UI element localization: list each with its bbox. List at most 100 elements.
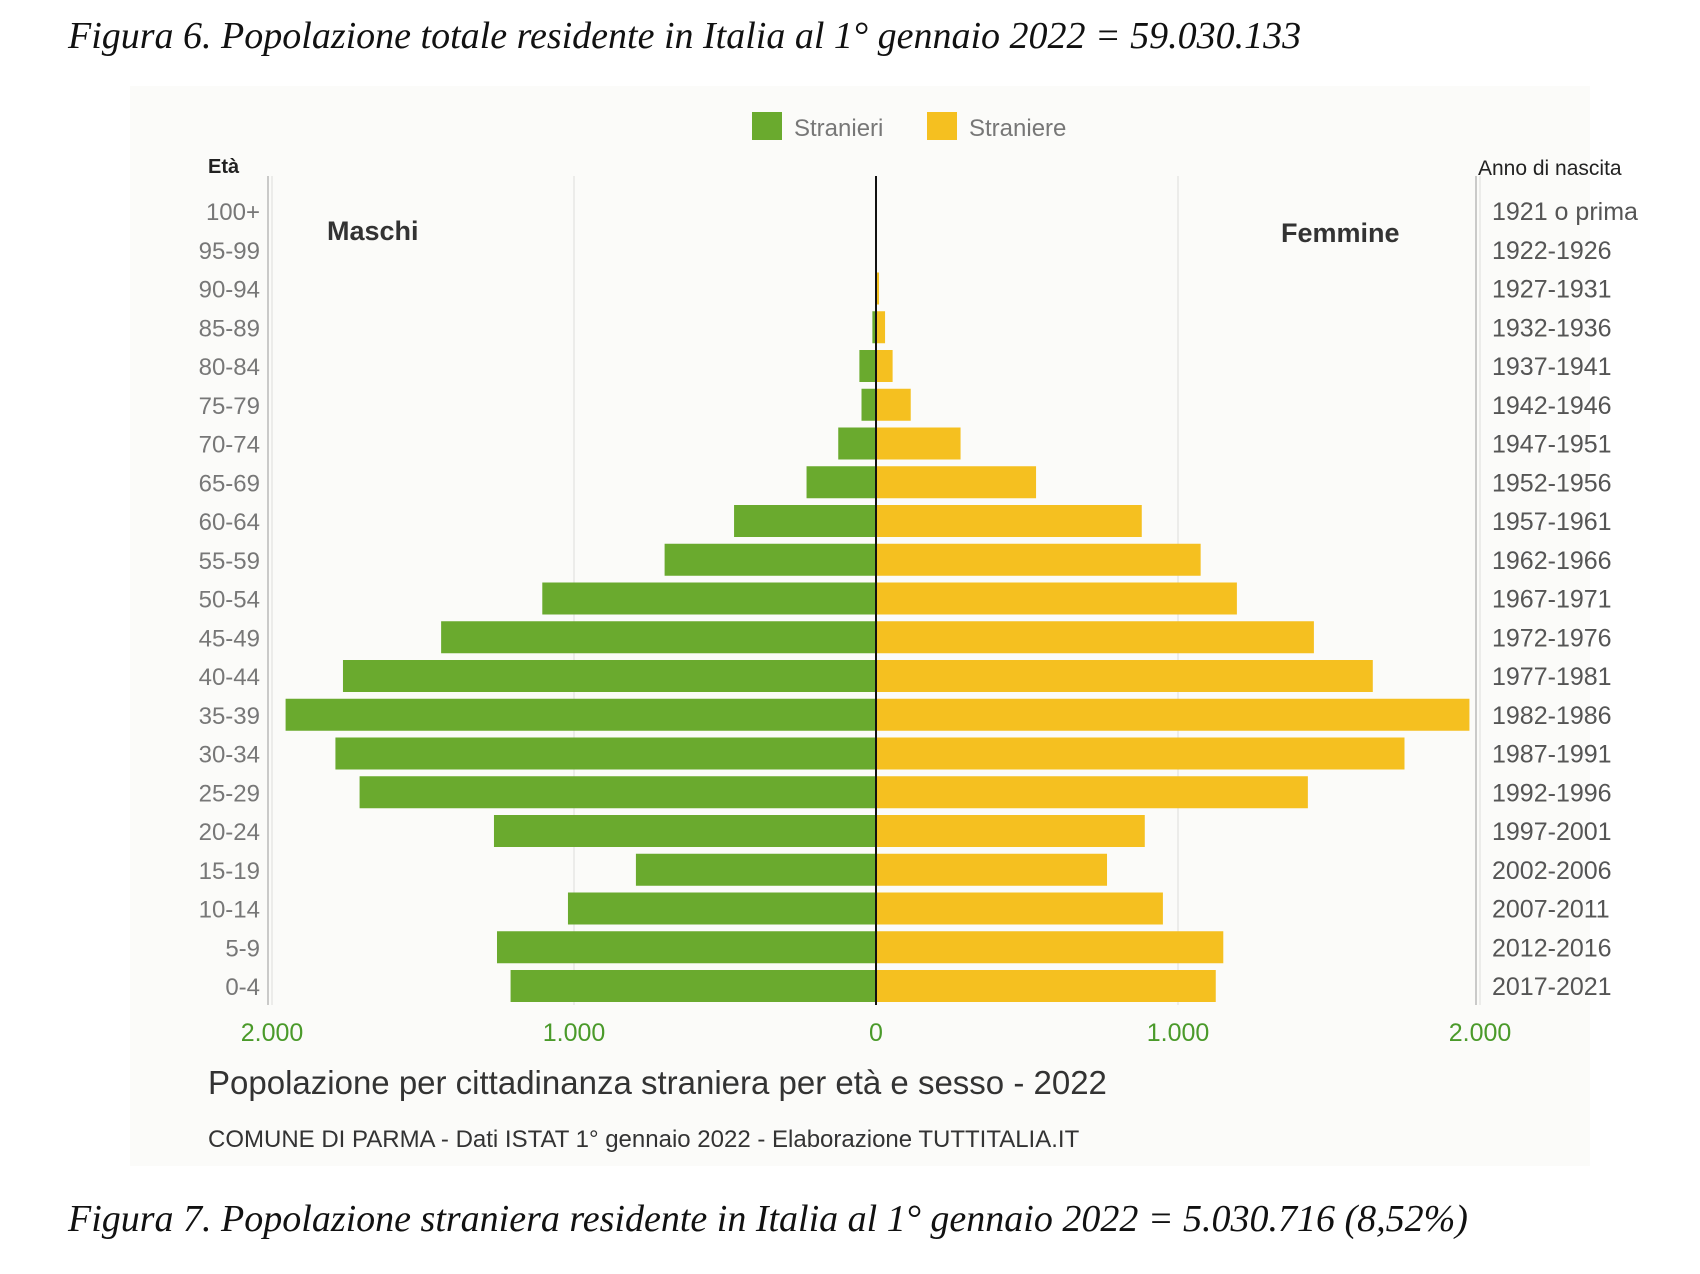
- chart-source: COMUNE DI PARMA - Dati ISTAT 1° gennaio …: [208, 1126, 1080, 1153]
- birth-year-label: 2007-2011: [1492, 896, 1610, 924]
- bar-femmine-35-39: [876, 698, 1470, 731]
- maschi-label: Maschi: [327, 216, 419, 246]
- right-axis-title: Anno di nascita: [1478, 157, 1622, 180]
- bar-maschi-75-79: [861, 388, 876, 421]
- birth-year-label: 1972-1976: [1492, 624, 1612, 652]
- bar-femmine-50-54: [876, 582, 1237, 615]
- bar-femmine-55-59: [876, 543, 1201, 576]
- bar-maschi-5-9: [496, 931, 876, 964]
- bar-femmine-90-94: [876, 272, 880, 305]
- birth-year-label: 1977-1981: [1492, 663, 1612, 691]
- bar-femmine-30-34: [876, 737, 1405, 770]
- bar-femmine-80-84: [876, 350, 893, 382]
- age-label: 50-54: [199, 587, 260, 614]
- birth-year-label: 1992-1996: [1492, 779, 1612, 807]
- bar-femmine-65-69: [876, 466, 1037, 499]
- birth-year-tick-labels: 2017-2021 2012-2016 2007-2011 2002-2006 1997…: [1492, 198, 1638, 1001]
- birth-year-label: 2017-2021: [1492, 973, 1612, 1001]
- birth-year-label: 1922-1926: [1492, 237, 1612, 265]
- age-label: 90-94: [199, 277, 260, 304]
- age-tick-labels: 0-4 5-9 10-14 15-19 20-24 25-29 30-34 35-39 40-4…: [199, 199, 260, 1001]
- age-label: 65-69: [199, 470, 260, 497]
- bar-femmine-60-64: [876, 505, 1142, 537]
- bar-maschi-70-74: [838, 427, 876, 460]
- bar-maschi-30-34: [335, 737, 876, 770]
- bar-femmine-0-4: [876, 970, 1216, 1002]
- bar-femmine-45-49: [876, 621, 1314, 654]
- x-tick-label: 1.000: [1147, 1019, 1210, 1047]
- age-label: 100+: [206, 199, 260, 226]
- bar-maschi-80-84: [859, 350, 876, 382]
- bar-femmine-75-79: [876, 388, 911, 421]
- bar-maschi-45-49: [441, 621, 876, 654]
- birth-year-label: 1997-2001: [1492, 818, 1612, 846]
- birth-year-label: 1962-1966: [1492, 547, 1612, 575]
- birth-year-label: 1952-1956: [1492, 469, 1612, 497]
- bar-maschi-35-39: [285, 698, 877, 731]
- legend: Stranieri Straniere: [752, 112, 1066, 142]
- age-label: 75-79: [199, 393, 260, 420]
- birth-year-label: 2002-2006: [1492, 857, 1612, 885]
- left-axis-title: Età: [208, 156, 240, 178]
- age-label: 5-9: [225, 935, 260, 962]
- age-label: 85-89: [199, 315, 260, 342]
- bar-maschi-40-44: [342, 660, 877, 692]
- bar-maschi-0-4: [510, 970, 876, 1002]
- chart-title: Popolazione per cittadinanza straniera p…: [208, 1064, 1107, 1101]
- x-tick-label: 2.000: [241, 1019, 304, 1047]
- age-label: 70-74: [199, 432, 260, 459]
- age-label: 25-29: [199, 780, 260, 807]
- bar-maschi-25-29: [359, 776, 877, 809]
- age-label: 40-44: [199, 664, 260, 691]
- figure-6-caption: Figura 6. Popolazione totale residente i…: [68, 15, 1302, 57]
- age-label: 80-84: [199, 354, 260, 381]
- bar-maschi-15-19: [635, 853, 876, 886]
- birth-year-label: 2012-2016: [1492, 934, 1612, 962]
- x-tick-labels: 2.000 1.000 0 1.000 2.000: [241, 1019, 1512, 1047]
- bar-maschi-85-89: [872, 311, 876, 344]
- birth-year-label: 1937-1941: [1492, 353, 1612, 381]
- age-label: 45-49: [199, 625, 260, 652]
- age-label: 30-34: [199, 742, 260, 769]
- age-label: 15-19: [199, 858, 260, 885]
- figure-7-caption: Figura 7. Popolazione straniera resident…: [68, 1198, 1468, 1240]
- x-tick-label: 0: [869, 1019, 883, 1047]
- birth-year-label: 1942-1946: [1492, 392, 1612, 420]
- age-label: 0-4: [225, 974, 260, 1001]
- bar-femmine-70-74: [876, 427, 961, 460]
- bar-maschi-10-14: [567, 892, 876, 925]
- legend-label-stranieri: Stranieri: [794, 115, 883, 142]
- bar-maschi-60-64: [734, 505, 876, 537]
- bar-femmine-5-9: [876, 931, 1224, 964]
- birth-year-label: 1987-1991: [1492, 741, 1612, 769]
- birth-year-label: 1921 o prima: [1492, 198, 1638, 226]
- legend-swatch-straniere: [927, 112, 957, 140]
- bar-maschi-50-54: [542, 582, 876, 615]
- age-label: 10-14: [199, 897, 260, 924]
- birth-year-label: 1957-1961: [1492, 508, 1612, 536]
- age-label: 60-64: [199, 509, 260, 536]
- age-label: 20-24: [199, 819, 260, 846]
- x-tick-label: 1.000: [543, 1019, 606, 1047]
- x-tick-label: 2.000: [1449, 1019, 1512, 1047]
- legend-label-straniere: Straniere: [969, 115, 1066, 142]
- birth-year-label: 1982-1986: [1492, 702, 1612, 730]
- bar-femmine-85-89: [876, 311, 886, 344]
- bar-femmine-15-19: [876, 853, 1108, 886]
- bar-femmine-20-24: [876, 815, 1145, 847]
- birth-year-label: 1927-1931: [1492, 276, 1612, 304]
- birth-year-label: 1967-1971: [1492, 586, 1612, 614]
- legend-swatch-stranieri: [752, 112, 782, 140]
- bar-femmine-25-29: [876, 776, 1308, 809]
- bar-femmine-10-14: [876, 892, 1163, 925]
- femmine-label: Femmine: [1281, 218, 1400, 248]
- age-label: 95-99: [199, 238, 260, 265]
- bar-femmine-40-44: [876, 660, 1373, 692]
- bar-maschi-55-59: [664, 543, 876, 576]
- birth-year-label: 1932-1936: [1492, 314, 1612, 342]
- birth-year-label: 1947-1951: [1492, 431, 1612, 459]
- bars: [285, 233, 1470, 1002]
- age-label: 55-59: [199, 548, 260, 575]
- bar-maschi-65-69: [806, 466, 876, 499]
